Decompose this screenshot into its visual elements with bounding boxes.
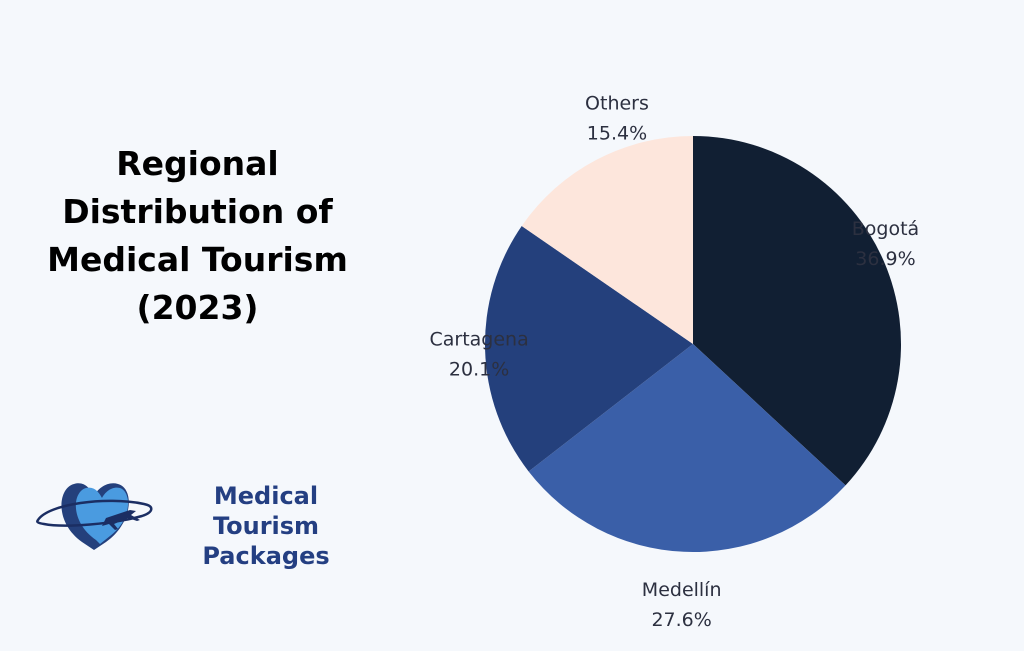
slice-value-label: 27.6% [651,609,711,631]
slice-label-bogota: Bogotá 36.9% [852,218,919,270]
orbit-swoosh-icon [36,499,153,527]
slice-value-label: 20.1% [449,358,509,380]
slice-category-label: Medellín [642,579,722,601]
airplane-icon [102,510,140,530]
pie-slice-bogota [693,136,901,486]
pie-slice-cartagena [484,226,693,472]
brand-logo: Medical Tourism Packages [34,474,374,570]
slice-category-label: Others [585,93,649,115]
slice-category-label: Cartagena [429,328,528,350]
title-line: Regional [116,144,279,183]
slice-label-others: Others 15.4% [585,93,649,145]
logo-line: Packages [202,542,330,570]
slice-category-label: Bogotá [852,218,919,240]
slice-label-medellin: Medellín 27.6% [642,579,722,631]
pie-slice-others [521,136,693,344]
slice-label-cartagena: Cartagena 20.1% [429,328,528,380]
chart-title: Regional Distribution of Medical Tourism… [40,140,355,332]
title-line: (2023) [136,288,259,327]
slice-value-label: 36.9% [855,248,915,270]
pie-slice-medellin [528,344,846,552]
slice-value-label: 15.4% [587,123,647,145]
logo-text: Medical Tourism Packages [158,481,374,571]
logo-line: Medical Tourism [212,482,320,540]
heart-plane-icon [36,483,153,550]
title-line: Distribution of [62,192,333,231]
title-line: Medical Tourism [47,240,348,279]
